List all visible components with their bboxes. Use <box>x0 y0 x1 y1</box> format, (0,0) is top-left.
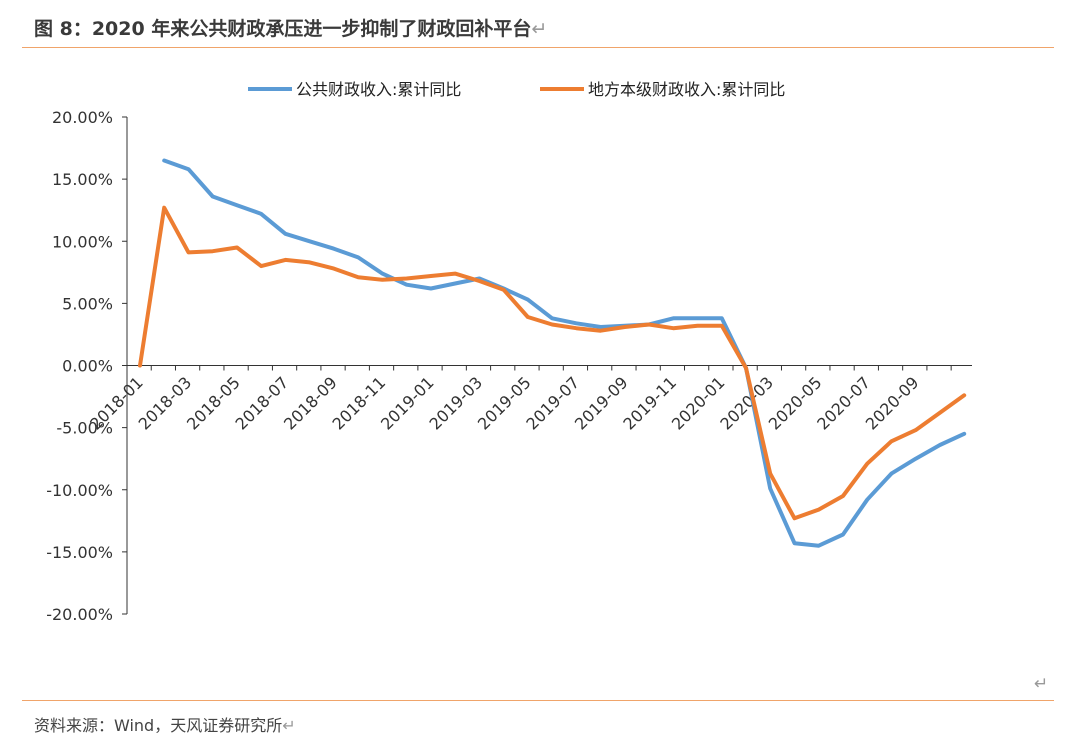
data-point <box>429 286 433 291</box>
data-point <box>889 472 894 476</box>
data-point <box>889 439 894 443</box>
data-point <box>308 260 312 264</box>
data-point <box>623 325 627 329</box>
return-mark: ↵ <box>1034 674 1049 694</box>
data-point <box>283 258 287 262</box>
figure-title-text: 图 8：2020 年来公共财政承压进一步抑制了财政回补平台 <box>34 18 532 40</box>
data-point <box>162 206 166 210</box>
data-point <box>962 393 966 397</box>
data-point <box>405 276 409 281</box>
data-point <box>841 532 845 537</box>
y-tick-label: -15.00% <box>46 543 113 562</box>
data-point <box>792 541 797 545</box>
data-point <box>235 245 239 250</box>
data-point <box>841 494 845 498</box>
x-tick-label: 2020-09 <box>862 373 923 434</box>
source-return-glyph: ↵ <box>282 716 296 735</box>
data-point <box>768 472 772 476</box>
data-point <box>356 255 360 259</box>
data-point <box>914 457 918 461</box>
data-point <box>671 316 675 320</box>
y-tick-label: -20.00% <box>46 605 113 624</box>
data-point <box>332 247 336 251</box>
source-note: 资料来源：Wind，天风证券研究所↵ <box>34 712 296 736</box>
y-tick-label: 15.00% <box>52 170 113 189</box>
data-point <box>380 278 384 282</box>
data-point <box>162 158 166 163</box>
y-tick-label: -5.00% <box>56 419 113 438</box>
data-point <box>744 366 748 370</box>
data-point <box>186 167 191 171</box>
y-tick-label: 20.00% <box>52 108 113 127</box>
data-point <box>453 281 457 286</box>
legend-label-local-revenue: 地方本级财政收入:累计同比 <box>588 80 785 99</box>
bottom-divider <box>22 700 1054 701</box>
data-point <box>356 275 360 279</box>
data-point <box>574 326 578 330</box>
data-point <box>259 212 263 216</box>
data-point <box>817 508 821 512</box>
data-point <box>211 194 215 199</box>
figure-title: 图 8：2020 年来公共财政承压进一步抑制了财政回补平台↵ <box>34 14 547 41</box>
data-point <box>453 272 457 276</box>
data-point <box>526 315 530 319</box>
data-point <box>211 249 215 253</box>
legend: 公共财政收入:累计同比 地方本级财政收入:累计同比 <box>248 80 785 99</box>
line-chart: 公共财政收入:累计同比 地方本级财政收入:累计同比 20.00% 15.00% 10… <box>46 80 972 624</box>
data-point <box>768 486 772 491</box>
data-point <box>599 329 603 333</box>
data-point <box>938 443 942 447</box>
data-point <box>259 264 263 268</box>
data-point <box>647 322 651 327</box>
data-point <box>865 498 869 502</box>
data-point <box>429 274 433 278</box>
data-point <box>138 363 142 368</box>
source-text: 资料来源：Wind，天风证券研究所 <box>34 716 283 735</box>
series-line-local-revenue <box>138 205 967 521</box>
data-point <box>938 411 942 415</box>
data-point <box>477 279 481 283</box>
data-point <box>720 324 724 328</box>
data-point <box>502 288 506 292</box>
data-point <box>235 203 239 207</box>
data-point <box>914 428 918 432</box>
data-point <box>695 324 700 328</box>
top-divider <box>22 47 1054 48</box>
data-point <box>671 326 675 330</box>
data-point <box>599 325 603 329</box>
data-point <box>865 462 869 466</box>
return-glyph: ↵ <box>531 18 548 40</box>
y-tick-label: 5.00% <box>62 294 113 313</box>
data-point <box>526 298 530 302</box>
data-point <box>574 321 578 325</box>
data-point <box>792 516 797 520</box>
data-point <box>186 250 191 254</box>
data-point <box>817 544 821 548</box>
y-tick-label: 0.00% <box>62 357 113 376</box>
series-line-public-revenue <box>162 158 967 548</box>
data-point <box>550 316 554 320</box>
data-point <box>332 267 336 271</box>
y-axis: 20.00% 15.00% 10.00% 5.00% 0.00% -5.00% -10.00… <box>46 108 128 624</box>
series-group <box>138 158 967 548</box>
data-point <box>405 283 409 287</box>
data-point <box>962 432 966 436</box>
legend-label-public-revenue: 公共财政收入:累计同比 <box>296 80 461 99</box>
x-axis: 2018-012018-032018-052018-072018-092018-… <box>86 365 972 434</box>
data-point <box>380 272 384 276</box>
data-point <box>308 239 312 243</box>
data-point <box>695 316 700 320</box>
data-point <box>720 316 724 320</box>
y-tick-label: -10.00% <box>46 481 113 500</box>
data-point <box>283 232 287 236</box>
data-point <box>550 322 554 327</box>
y-tick-label: 10.00% <box>52 232 113 251</box>
